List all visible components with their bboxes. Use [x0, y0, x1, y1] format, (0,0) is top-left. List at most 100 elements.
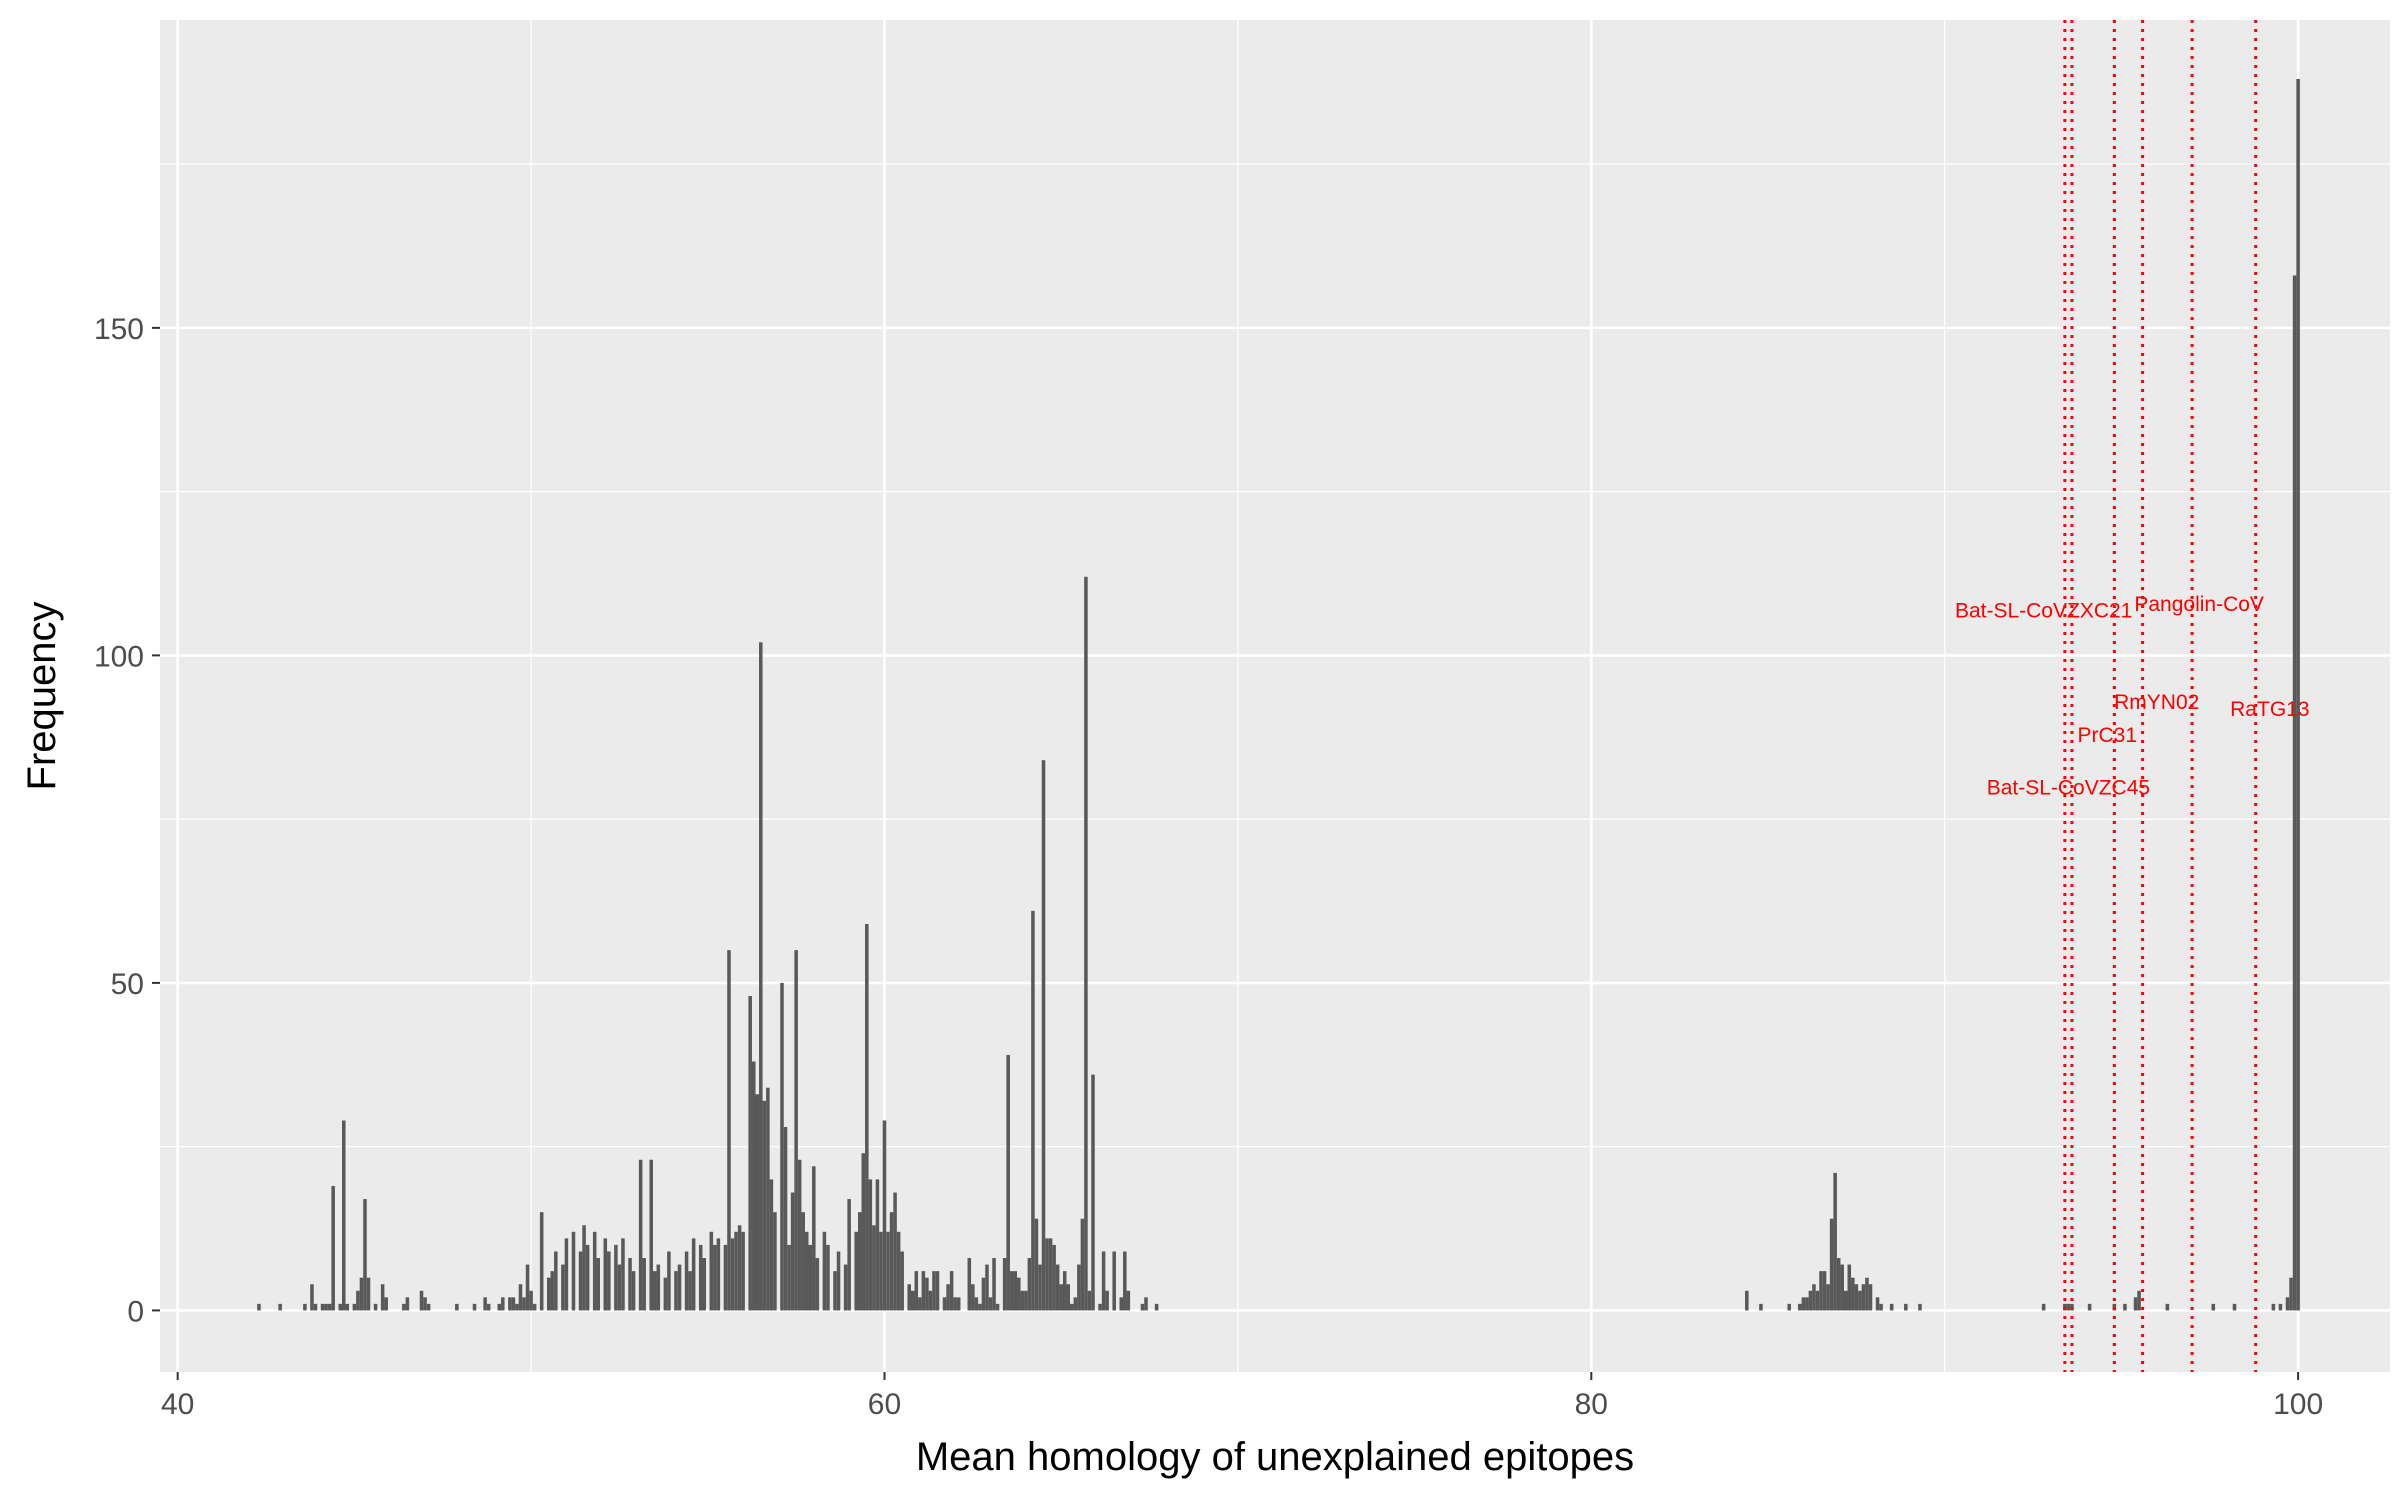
histogram-bar — [532, 1303, 537, 1311]
histogram-bar — [932, 1271, 936, 1311]
histogram-bar — [822, 1231, 827, 1311]
histogram-bar — [918, 1297, 922, 1311]
histogram-bar — [515, 1303, 519, 1311]
histogram-bar — [1829, 1218, 1834, 1311]
histogram-bar — [953, 1297, 957, 1311]
histogram-bar — [836, 1251, 841, 1311]
histogram-bar — [1055, 1264, 1060, 1311]
histogram-bar — [1027, 1258, 1032, 1311]
histogram-bar — [1052, 1244, 1056, 1311]
histogram-bar — [2232, 1303, 2237, 1311]
histogram-bar — [320, 1303, 325, 1311]
histogram-bar — [2289, 1277, 2293, 1311]
y-tick-label: 50 — [111, 968, 144, 1001]
histogram-bar — [585, 1244, 590, 1311]
histogram-bar — [2041, 1303, 2046, 1311]
histogram-bar — [1048, 1238, 1053, 1311]
histogram-bar — [762, 1100, 767, 1311]
histogram-bar — [1126, 1290, 1131, 1311]
histogram-bar — [787, 1244, 791, 1311]
histogram-bar — [356, 1290, 360, 1311]
histogram-bar — [783, 1127, 788, 1311]
histogram-bar — [1868, 1284, 1873, 1311]
histogram-bar — [1084, 576, 1088, 1311]
y-axis-ticks: 0 50 100 150 — [94, 313, 160, 1328]
histogram-bar — [1119, 1297, 1124, 1311]
histogram-bar — [2285, 1297, 2290, 1311]
histogram-bar — [804, 1231, 809, 1311]
histogram-bar — [1038, 1264, 1042, 1311]
histogram-bar — [812, 1166, 816, 1311]
histogram-bar — [405, 1297, 410, 1311]
histogram-bar — [2133, 1297, 2138, 1311]
histogram-bar — [2087, 1303, 2092, 1311]
histogram-bar — [1822, 1271, 1827, 1311]
histogram-bar — [684, 1251, 689, 1311]
histogram-bar — [741, 1231, 745, 1311]
histogram-bar — [889, 1212, 894, 1311]
histogram-bar — [1865, 1277, 1869, 1311]
histogram-bar — [882, 1120, 887, 1311]
histogram-bar — [380, 1284, 385, 1311]
histogram-bar — [1045, 1238, 1049, 1311]
histogram-bar — [2123, 1303, 2127, 1311]
histogram-bar — [734, 1231, 738, 1311]
histogram-bar — [402, 1303, 406, 1311]
histogram-bar — [561, 1264, 565, 1311]
histogram-bar — [1144, 1297, 1148, 1311]
histogram-bar — [790, 1192, 795, 1311]
histogram-bar — [713, 1244, 717, 1311]
histogram-bar — [621, 1238, 625, 1311]
histogram-bar — [508, 1297, 512, 1311]
histogram-bar — [893, 1192, 897, 1311]
histogram-bar — [797, 1159, 802, 1311]
histogram-bar — [1815, 1290, 1820, 1311]
histogram-bar — [638, 1159, 643, 1311]
histogram-bar — [2066, 1303, 2071, 1311]
histogram-bar — [1112, 1251, 1116, 1311]
histogram-bar — [868, 1179, 873, 1311]
histogram-bar — [373, 1303, 378, 1311]
histogram-bar — [483, 1297, 487, 1311]
histogram-bar — [691, 1238, 696, 1311]
histogram-bar — [755, 1094, 760, 1311]
histogram-bar — [1759, 1303, 1763, 1311]
histogram-bar — [709, 1231, 714, 1311]
histogram-bar — [794, 950, 798, 1311]
histogram-bar — [1077, 1264, 1081, 1311]
histogram-bar — [345, 1303, 350, 1311]
histogram-bar — [511, 1297, 516, 1311]
histogram-bar — [967, 1258, 972, 1311]
histogram-bar — [780, 982, 784, 1311]
histogram-bar — [455, 1303, 459, 1311]
histogram-bar — [971, 1284, 975, 1311]
histogram-bar — [677, 1264, 682, 1311]
histogram-bar — [935, 1271, 940, 1311]
histogram-bar — [748, 996, 752, 1311]
histogram-bar — [857, 1212, 862, 1311]
histogram-bar — [1798, 1303, 1802, 1311]
histogram-bar — [653, 1271, 657, 1311]
histogram-bar — [2292, 275, 2297, 1311]
histogram-bar — [472, 1303, 477, 1311]
histogram-bar — [550, 1271, 555, 1311]
histogram-bar — [366, 1277, 371, 1311]
histogram-bar — [1847, 1264, 1852, 1311]
histogram-bar — [942, 1297, 947, 1311]
histogram-bar — [2211, 1303, 2216, 1311]
histogram-bar — [949, 1271, 954, 1311]
histogram-bar — [992, 1258, 996, 1311]
histogram-bar — [759, 642, 763, 1311]
histogram-bar — [1879, 1303, 1883, 1311]
x-tick-label: 100 — [2273, 1388, 2323, 1421]
histogram-bar — [614, 1244, 618, 1311]
histogram-bar — [872, 1225, 876, 1311]
histogram-bar — [327, 1303, 332, 1311]
histogram-bar — [854, 1231, 858, 1311]
histogram-bar — [1833, 1172, 1837, 1311]
histogram-bar — [331, 1185, 335, 1311]
histogram-bar — [663, 1277, 668, 1311]
histogram-bar — [1836, 1258, 1841, 1311]
histogram-bar — [384, 1297, 388, 1311]
